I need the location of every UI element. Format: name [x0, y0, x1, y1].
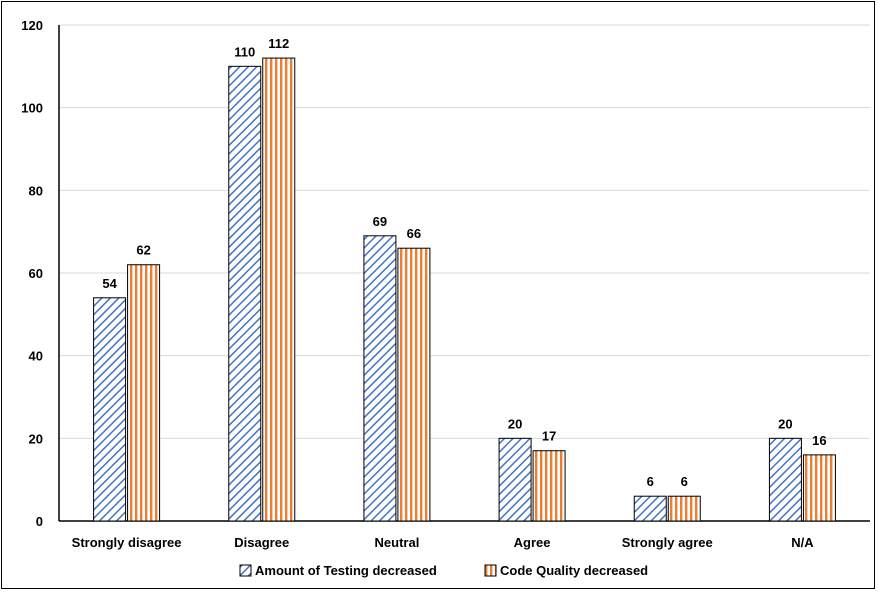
data-label: 16: [812, 433, 826, 448]
bar-quality: [667, 495, 701, 522]
bar-testing: [93, 297, 127, 522]
bars: [93, 57, 836, 522]
x-tick-label: Agree: [514, 535, 551, 550]
bar-testing: [228, 65, 262, 522]
y-tick-label: 60: [29, 266, 43, 281]
legend-label: Code Quality decreased: [500, 563, 648, 578]
gridlines: [59, 24, 870, 439]
legend-swatch: [484, 564, 497, 577]
bar-quality: [127, 264, 161, 522]
x-tick-label: Disagree: [234, 535, 289, 550]
data-label: 69: [373, 214, 387, 229]
bar-testing: [363, 235, 397, 522]
data-label: 20: [508, 416, 522, 431]
y-tick-label: 80: [29, 183, 43, 198]
data-label: 17: [542, 429, 556, 444]
axes: 0 20 40 60 80 100 120 Strongly disagree Disagree…: [21, 18, 870, 550]
legend-swatch: [239, 564, 252, 577]
y-tick-label: 20: [29, 431, 43, 446]
legend-label: Amount of Testing decreased: [255, 563, 437, 578]
y-tick-label: 40: [29, 349, 43, 364]
bar-quality: [802, 454, 836, 522]
data-label: 66: [407, 226, 421, 241]
bar-quality: [262, 57, 296, 522]
data-label: 110: [234, 44, 255, 59]
y-tick-label: 120: [21, 18, 43, 33]
bar-testing: [768, 437, 802, 522]
legend: Amount of Testing decreased Code Quality …: [239, 563, 648, 578]
bar-quality: [532, 450, 566, 522]
x-tick-label: N/A: [791, 535, 814, 550]
data-label: 6: [681, 474, 688, 489]
y-tick-label: 100: [21, 101, 43, 116]
bar-quality: [397, 247, 431, 522]
data-label: 62: [136, 243, 150, 258]
y-tick-label: 0: [36, 514, 43, 529]
data-label: 54: [102, 276, 117, 291]
bar-testing: [498, 437, 532, 522]
x-tick-label: Neutral: [375, 535, 420, 550]
data-label: 6: [647, 474, 654, 489]
x-tick-label: Strongly disagree: [72, 535, 182, 550]
x-tick-label: Strongly agree: [622, 535, 713, 550]
data-label: 112: [268, 36, 289, 51]
data-label: 20: [778, 416, 792, 431]
bar-testing: [633, 495, 667, 522]
